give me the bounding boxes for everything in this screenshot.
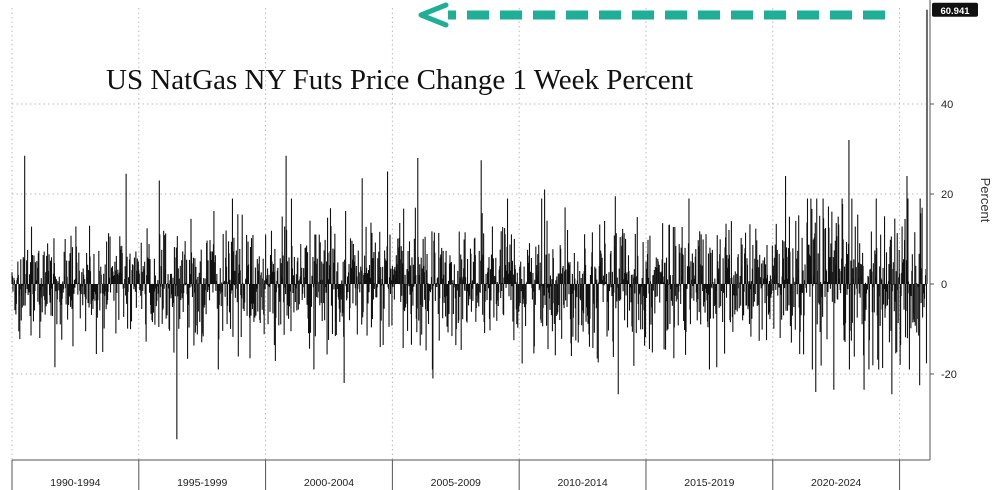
x-tick-label: 2005-2009 xyxy=(431,477,481,489)
y-tick-label: 40 xyxy=(941,99,953,111)
x-tick-label: 2015-2019 xyxy=(684,477,734,489)
y-tick-label: 20 xyxy=(941,189,953,201)
x-tick-label: 2000-2004 xyxy=(304,477,354,489)
axis-layer: -20 0 20 40 1990-1994 1995-1999 2000-2004 2005-… xyxy=(11,0,993,490)
annotation-arrow-head xyxy=(418,2,449,28)
annotation-layer: 60.941 xyxy=(418,2,978,28)
chart-title: US NatGas NY Futs Price Change 1 Week Pe… xyxy=(106,64,693,96)
x-tick-label: 2020-2024 xyxy=(811,477,861,489)
x-tick-label: 1990-1994 xyxy=(50,477,100,489)
y-tick-label: -20 xyxy=(941,369,957,381)
last-value-badge xyxy=(932,2,978,17)
bars-layer xyxy=(11,9,928,440)
x-tick-label: 1995-1999 xyxy=(177,477,227,489)
y-tick-label: 0 xyxy=(941,279,947,291)
last-value-label: 60.941 xyxy=(940,6,970,17)
y-axis-title: Percent xyxy=(978,178,993,223)
x-tick-label: 2010-2014 xyxy=(557,477,607,489)
